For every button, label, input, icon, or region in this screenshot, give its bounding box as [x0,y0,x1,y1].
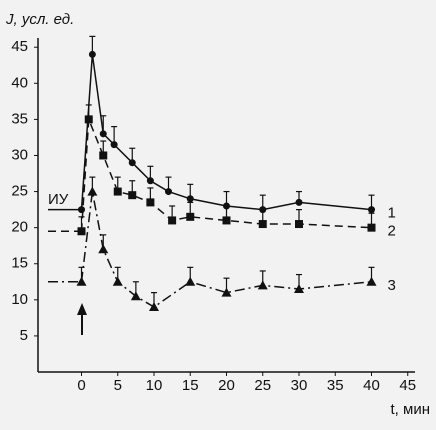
point [99,151,108,160]
y-axis-label: J, усл. ед. [5,11,74,28]
y-tick-label: 35 [11,110,28,127]
x-tick-label: 35 [327,377,344,394]
y-tick-label: 20 [11,219,28,236]
point [367,223,376,232]
point [295,198,303,206]
point [130,291,141,301]
x-tick-label: 15 [182,377,199,394]
series-label: 3 [388,277,396,294]
point [258,220,267,229]
x-tick-label: 45 [399,377,416,394]
series-label: 2 [388,223,396,240]
point [366,276,377,286]
point [88,50,96,58]
point [112,276,123,286]
point [222,216,231,225]
point [99,130,107,138]
point [149,302,159,312]
point [146,177,154,185]
x-tick-label: 0 [77,377,85,394]
point [98,244,109,254]
point [84,115,93,124]
x-axis-label: t, мин [391,401,430,418]
point [113,187,122,196]
point [78,206,85,214]
y-tick-label: 5 [20,327,28,344]
point [87,186,98,196]
point [295,220,303,229]
annotation: ИУ [48,191,69,208]
point [185,276,196,286]
series-label: 1 [388,205,396,222]
x-tick-label: 20 [218,377,235,394]
y-tick-label: 15 [11,255,28,272]
point [128,191,137,200]
x-tick-label: 5 [114,377,122,394]
point [186,212,195,221]
x-tick-label: 25 [254,377,271,394]
point [368,206,375,214]
series-line [80,54,372,211]
x-tick-label: 10 [146,377,163,394]
point [221,287,232,297]
y-tick-label: 10 [11,291,28,308]
point [186,195,194,203]
point [77,227,86,236]
y-tick-label: 40 [11,74,28,91]
point [110,141,118,149]
point [165,188,172,196]
point [76,276,87,286]
point [128,159,136,167]
point [294,284,304,293]
series-line [80,119,372,232]
point [146,198,155,207]
y-tick-label: 30 [11,146,28,163]
point [168,216,177,225]
point [257,280,268,290]
y-tick-label: 45 [11,38,28,55]
x-tick-label: 40 [363,377,380,394]
injection-arrow [77,303,87,335]
x-tick-label: 30 [291,377,308,394]
y-tick-label: 25 [11,183,28,200]
